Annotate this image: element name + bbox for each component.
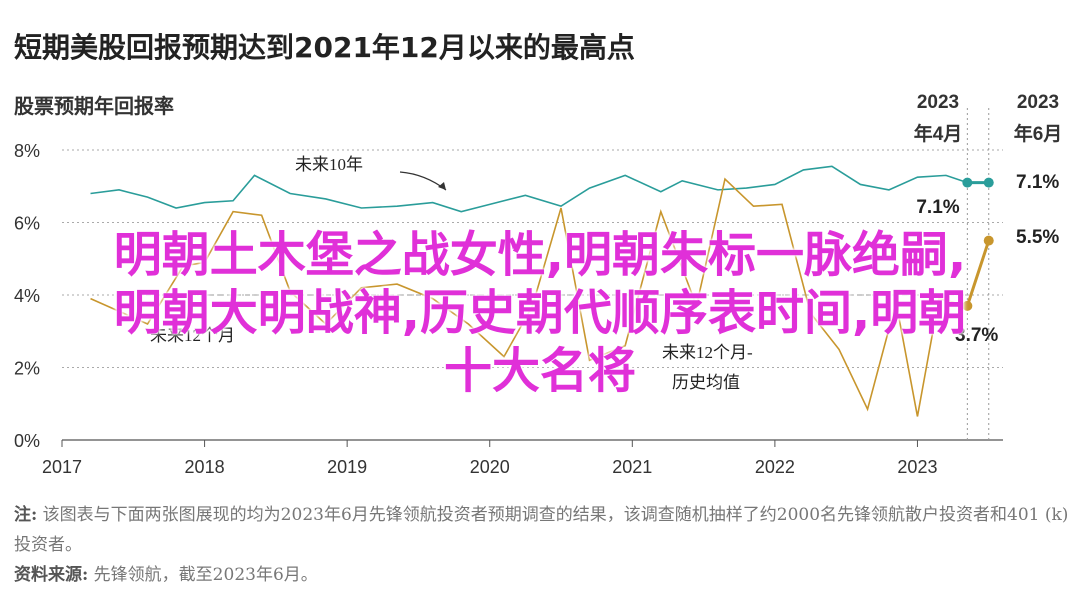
- y-tick-label: 2%: [14, 359, 40, 379]
- series-point-apr: [962, 300, 973, 311]
- x-tick-label: 2017: [42, 457, 82, 477]
- overlay-caption: 明朝土木堡之战女性,明朝朱标一脉绝嗣, 明朝大明战神,历史朝代顺序表时间,明朝 …: [0, 226, 1080, 400]
- end-label-10yr-apr: 7.1%: [916, 197, 959, 218]
- series-line-12mo: [90, 177, 968, 417]
- source-label: 资料来源:: [14, 565, 89, 585]
- series-label-10yr: 未来10年: [295, 155, 363, 174]
- x-tick-label: 2023: [897, 457, 937, 477]
- source-text: 先锋领航，截至2023年6月。: [88, 565, 318, 585]
- x-tick-label: 2021: [612, 457, 652, 477]
- y-tick-label: 0%: [14, 431, 40, 451]
- period-marker-year: 2023: [917, 92, 959, 113]
- period-marker-month: 年4月: [914, 122, 963, 145]
- series-point-jun: [983, 235, 994, 246]
- series-label-12mo-line2: 历史均值: [672, 373, 740, 392]
- x-tick-label: 2020: [470, 457, 510, 477]
- note-label: 注:: [14, 505, 38, 525]
- overlay-line-2: 明朝大明战神,历史朝代顺序表时间,明朝: [113, 285, 967, 341]
- series-point-jun: [983, 177, 994, 188]
- y-tick-label: 4%: [14, 286, 40, 306]
- overlay-line-1: 明朝土木堡之战女性,明朝朱标一脉绝嗣,: [113, 227, 967, 283]
- chart-note: 注: 该图表与下面两张图展现的均为2023年6月先锋领航投资者预期调查的结果，该…: [14, 500, 1074, 590]
- end-label-12mo-apr: 3.7%: [955, 325, 998, 346]
- series-end-segment: [965, 240, 991, 307]
- line-chart: 0% 2% 4% 6% 8% 2017 2018 2019 2020 2021 2022 2023 20…: [14, 92, 1063, 477]
- series-label-12mo-line1: 未来12个月-: [662, 343, 753, 362]
- chart-title: 短期美股回报预期达到2021年12月以来的最高点: [14, 31, 635, 64]
- y-tick-label: 6%: [14, 214, 40, 234]
- source-paragraph: 资料来源: 先锋领航，截至2023年6月。: [14, 560, 1074, 590]
- series-line-10yr: [90, 165, 968, 213]
- note-paragraph: 注: 该图表与下面两张图展现的均为2023年6月先锋领航投资者预期调查的结果，该…: [14, 500, 1074, 560]
- x-tick-label: 2019: [327, 457, 367, 477]
- end-label-10yr-jun: 7.1%: [1016, 172, 1059, 193]
- series-label-12mo-left: 未来12个月: [150, 326, 235, 345]
- x-tick-label: 2022: [755, 457, 795, 477]
- overlay-line-3: 十大名将: [443, 343, 636, 399]
- period-marker-month: 年6月: [1014, 122, 1063, 145]
- x-tick-label: 2018: [185, 457, 225, 477]
- end-label-12mo-jun: 5.5%: [1016, 227, 1059, 248]
- note-text: 该图表与下面两张图展现的均为2023年6月先锋领航投资者预期调查的结果，该调查随…: [14, 505, 1069, 555]
- annotation-arrowhead: [438, 182, 446, 190]
- chart-subtitle: 股票预期年回报率: [14, 94, 174, 118]
- y-tick-label: 8%: [14, 141, 40, 161]
- period-marker-year: 2023: [1017, 92, 1059, 113]
- series-point-apr: [962, 177, 973, 188]
